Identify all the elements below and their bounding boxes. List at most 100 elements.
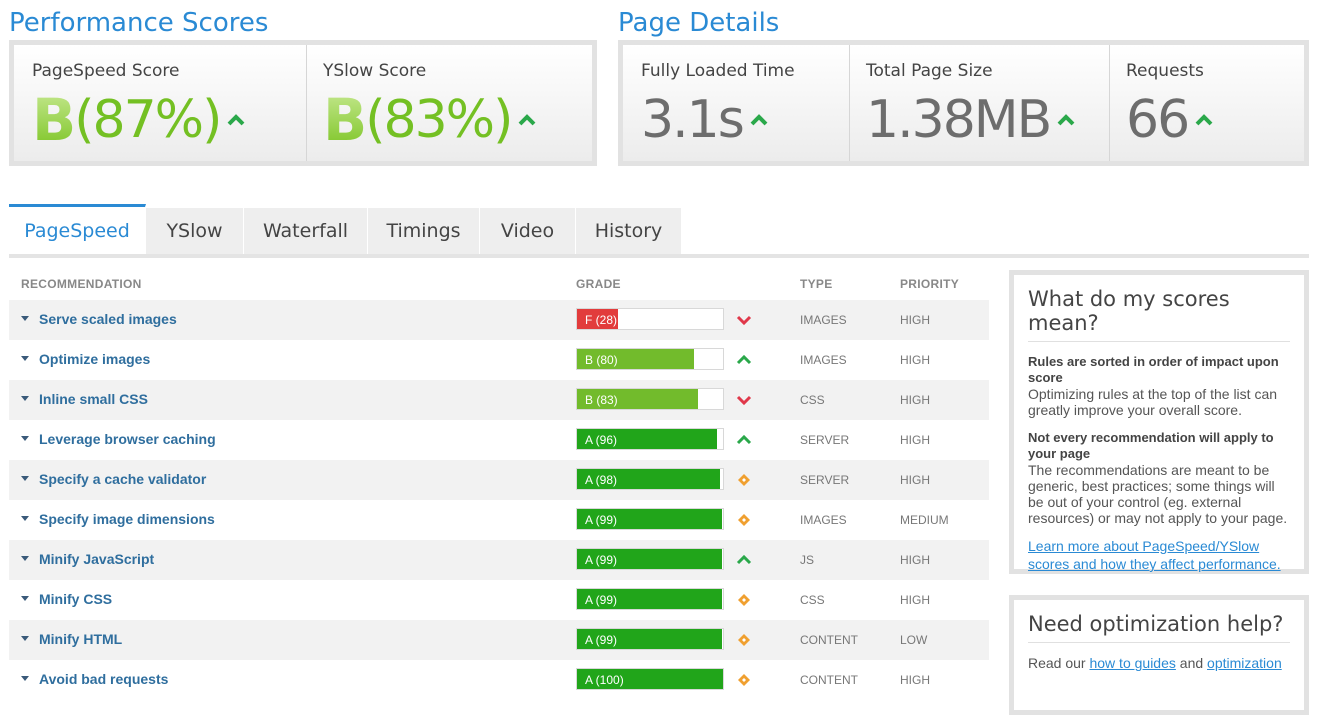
table-row[interactable]: Inline small CSS B (83) CSS HIGH (9, 380, 989, 420)
grade-label: B (80) (585, 353, 618, 367)
grade-bar: A (99) (576, 628, 724, 650)
recommendation-name[interactable]: Specify a cache validator (39, 471, 207, 487)
grade-label: A (96) (585, 433, 618, 447)
trend-up-icon (736, 354, 752, 365)
grade-bar: A (98) (576, 468, 724, 490)
grade-label: A (99) (585, 513, 618, 527)
trend-down-icon (736, 395, 752, 406)
grade-label: B (83) (585, 393, 618, 407)
grade-bar-fill (577, 469, 720, 489)
trend-up-icon (227, 114, 245, 126)
scores-help-heading-1: Rules are sorted in order of impact upon… (1028, 354, 1279, 385)
recommendation-name[interactable]: Minify HTML (39, 631, 123, 647)
grade-bar-fill (577, 549, 722, 569)
table-row[interactable]: Optimize images B (80) IMAGES HIGH (9, 340, 989, 380)
tab-history[interactable]: History (576, 208, 682, 254)
recommendation-type: IMAGES (800, 313, 847, 327)
pagespeed-score: PageSpeed Score B (87%) (14, 45, 307, 161)
no-change-diamond-icon (738, 514, 750, 526)
expand-triangle-icon[interactable] (21, 316, 29, 321)
scores-help-text-1: Optimizing rules at the top of the list … (1028, 386, 1278, 418)
no-change-diamond-icon (738, 634, 750, 646)
column-header-recommendation: RECOMMENDATION (21, 277, 142, 291)
recommendation-name[interactable]: Avoid bad requests (39, 671, 169, 687)
recommendation-name[interactable]: Minify JavaScript (39, 551, 155, 567)
recommendation-name[interactable]: Leverage browser caching (39, 431, 216, 447)
yslow-score-label: YSlow Score (323, 61, 427, 81)
recommendation-type: CONTENT (800, 673, 858, 687)
recommendation-type: SERVER (800, 433, 850, 447)
requests-label: Requests (1126, 61, 1204, 81)
expand-triangle-icon[interactable] (21, 556, 29, 561)
grade-bar-fill (577, 589, 722, 609)
table-row[interactable]: Specify a cache validator A (98) SERVER HIG… (9, 460, 989, 500)
expand-triangle-icon[interactable] (21, 636, 29, 641)
grade-bar: A (99) (576, 508, 724, 530)
optimization-help-prefix: Read our (1028, 655, 1086, 671)
table-row[interactable]: Minify HTML A (99) CONTENT LOW (9, 620, 989, 660)
table-row[interactable]: Specify image dimensions A (99) IMAGES MEDI… (9, 500, 989, 540)
grade-bar: F (28) (576, 308, 724, 330)
grade-label: A (99) (585, 593, 618, 607)
table-row[interactable]: Avoid bad requests A (100) CONTENT HIGH (9, 660, 989, 700)
grade-label: A (99) (585, 553, 618, 567)
grade-bar: A (96) (576, 428, 724, 450)
expand-triangle-icon[interactable] (21, 396, 29, 401)
recommendation-type: SERVER (800, 473, 850, 487)
expand-triangle-icon[interactable] (21, 436, 29, 441)
recommendation-priority: LOW (900, 633, 928, 647)
recommendation-priority: HIGH (900, 553, 930, 567)
scores-help-box: What do my scores mean? Rules are sorted… (1009, 270, 1309, 574)
grade-bar: B (83) (576, 388, 724, 410)
fully-loaded-time: Fully Loaded Time 3.1s (623, 45, 850, 161)
learn-more-link[interactable]: Learn more about PageSpeed/YSlow scores … (1028, 538, 1281, 572)
total-page-size-value: 1.38MB (866, 90, 1052, 150)
tab-waterfall[interactable]: Waterfall (244, 208, 368, 254)
performance-scores-panel: PageSpeed Score B (87%) YSlow Score B (8… (9, 40, 597, 166)
grade-label: F (28) (585, 313, 618, 327)
optimization-link[interactable]: optimization (1207, 655, 1282, 671)
recommendation-name[interactable]: Serve scaled images (39, 311, 177, 327)
tab-timings[interactable]: Timings (368, 208, 480, 254)
expand-triangle-icon[interactable] (21, 596, 29, 601)
expand-triangle-icon[interactable] (21, 516, 29, 521)
tab-pagespeed[interactable]: PageSpeed (9, 204, 146, 254)
scores-help-text-2: The recommendations are meant to be gene… (1028, 462, 1288, 526)
expand-triangle-icon[interactable] (21, 356, 29, 361)
recommendation-priority: MEDIUM (900, 513, 949, 527)
table-row[interactable]: Serve scaled images F (28) IMAGES HIGH (9, 300, 989, 340)
column-header-type: TYPE (800, 277, 833, 291)
scores-help-heading-2: Not every recommendation will apply to y… (1028, 430, 1274, 461)
total-page-size-label: Total Page Size (866, 61, 993, 81)
report-tabs: PageSpeed YSlow Waterfall Timings Video … (9, 204, 1309, 258)
table-row[interactable]: Leverage browser caching A (96) SERVER HIGH (9, 420, 989, 460)
recommendation-name[interactable]: Specify image dimensions (39, 511, 215, 527)
recommendation-name[interactable]: Optimize images (39, 351, 151, 367)
trend-up-icon (1057, 114, 1075, 126)
table-row[interactable]: Minify CSS A (99) CSS HIGH (9, 580, 989, 620)
recommendation-name[interactable]: Inline small CSS (39, 391, 148, 407)
tab-video[interactable]: Video (480, 208, 576, 254)
table-row[interactable]: Minify JavaScript A (99) JS HIGH (9, 540, 989, 580)
grade-bar: B (80) (576, 348, 724, 370)
fully-loaded-value: 3.1s (641, 90, 745, 150)
tab-yslow[interactable]: YSlow (146, 208, 244, 254)
trend-up-icon (736, 434, 752, 445)
yslow-percent: (83%) (365, 90, 513, 150)
grade-bar-fill (577, 509, 722, 529)
no-change-diamond-icon (738, 674, 750, 686)
expand-triangle-icon[interactable] (21, 476, 29, 481)
grade-bar-fill (577, 309, 618, 329)
recommendation-priority: HIGH (900, 593, 930, 607)
recommendation-type: IMAGES (800, 513, 847, 527)
recommendation-type: JS (800, 553, 815, 567)
recommendation-name[interactable]: Minify CSS (39, 591, 113, 607)
recommendation-priority: HIGH (900, 353, 930, 367)
grade-label: A (100) (585, 673, 624, 687)
no-change-diamond-icon (738, 594, 750, 606)
grade-bar: A (99) (576, 588, 724, 610)
how-to-guides-link[interactable]: how to guides (1089, 655, 1176, 671)
column-header-priority: PRIORITY (900, 277, 960, 291)
trend-up-icon (736, 554, 752, 565)
recommendation-type: IMAGES (800, 353, 847, 367)
